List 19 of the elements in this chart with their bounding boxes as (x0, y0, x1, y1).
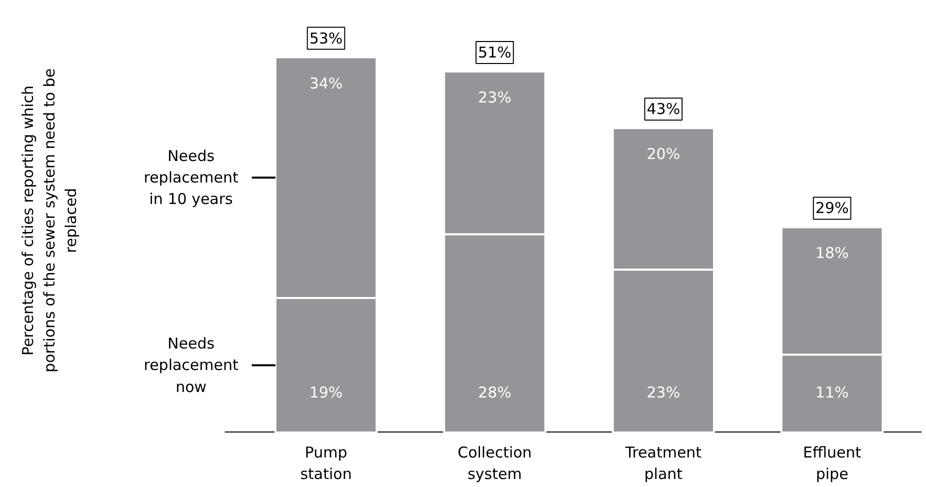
total-label: 43% (646, 100, 680, 118)
x-tick-label: Pump station (300, 444, 352, 484)
data-label: 20% (646, 145, 680, 164)
total-label: 51% (478, 43, 512, 62)
text: Needs replacement in 10 years (144, 147, 239, 208)
data-label: 11% (815, 384, 849, 402)
total-label: 53% (309, 29, 343, 48)
text: Percentage of cities reporting which portions of the sewer system need to be replaced (18, 68, 80, 373)
x-tick-label: Collection system (458, 444, 532, 484)
data-label: 19% (309, 384, 343, 402)
data-label: 23% (478, 88, 512, 106)
data-label: 23% (646, 384, 680, 402)
x-tick-label: Effluent pipe (803, 444, 862, 484)
data-label: 34% (309, 74, 343, 92)
total-label: 29% (815, 199, 849, 218)
x-tick-label: Treatment plant (624, 444, 702, 484)
text: Needs replacement now (144, 334, 239, 396)
data-label: 28% (478, 384, 512, 402)
data-label: 18% (815, 244, 849, 262)
